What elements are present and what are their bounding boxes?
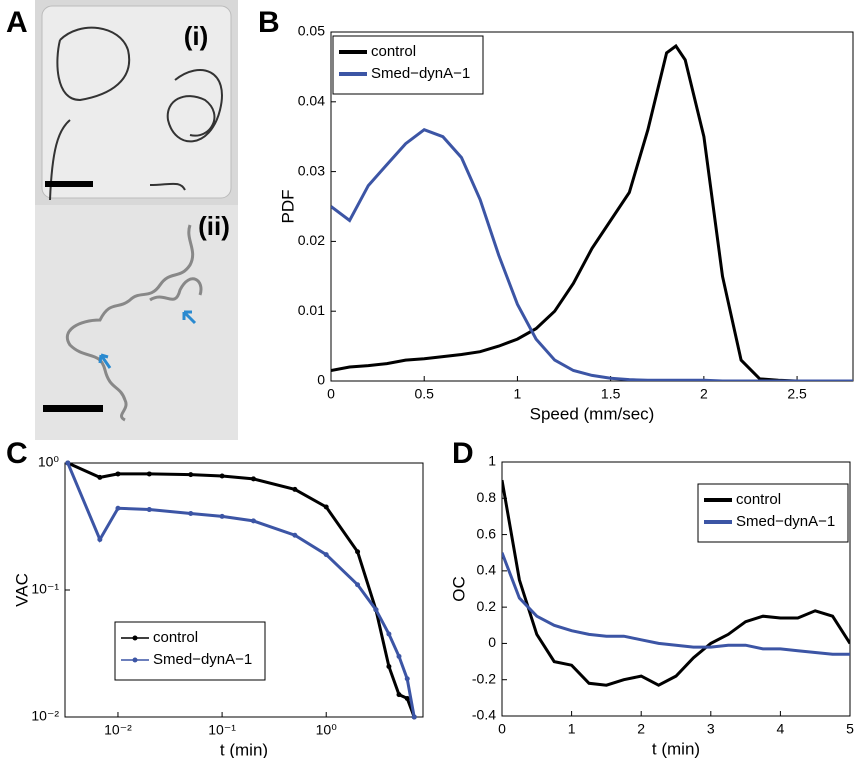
x-tick-label: 0: [498, 721, 506, 737]
panel-a-images: A (i) (ii): [6, 0, 238, 440]
x-axis-label: t (min): [652, 739, 700, 758]
x-tick-label: 2: [700, 386, 708, 402]
legend-label: control: [371, 43, 416, 60]
y-tick-label: 0.03: [298, 162, 325, 178]
arrow: [98, 310, 197, 369]
point: [115, 471, 121, 477]
track-i: [49, 26, 223, 201]
legend-box: [114, 621, 266, 681]
legend-box: [332, 35, 484, 95]
legend-label: Smed−dynA−1: [153, 651, 252, 668]
y-tick-label: -0.2: [472, 670, 496, 686]
y-tick-label: 10⁻¹: [31, 581, 59, 597]
point: [146, 507, 152, 513]
point: [373, 607, 379, 613]
point: [97, 474, 103, 480]
legend-label: control: [153, 629, 198, 646]
point: [219, 473, 225, 479]
y-tick-label: 0.4: [477, 562, 497, 578]
y-tick-label: 0.8: [477, 489, 497, 505]
point: [146, 471, 152, 477]
y-tick-label: -0.4: [472, 707, 496, 723]
point: [188, 472, 194, 478]
image-ii: [35, 205, 238, 440]
point: [292, 532, 298, 538]
legend-marker: [132, 635, 138, 641]
panel-label: C: [6, 437, 28, 470]
point: [404, 676, 410, 682]
track-ii: [66, 224, 203, 422]
x-tick-label: 10⁻²: [104, 722, 132, 738]
x-tick-label: 0: [327, 386, 335, 402]
x-tick-label: 5: [846, 721, 854, 737]
x-tick-label: 1: [514, 386, 522, 402]
y-tick-label: 0.02: [298, 232, 325, 248]
y-axis-label: PDF: [278, 190, 297, 224]
y-tick-label: 10⁰: [38, 454, 60, 470]
x-tick-label: 2: [637, 721, 645, 737]
point: [411, 714, 417, 720]
point: [250, 518, 256, 524]
dish: [41, 5, 232, 199]
x-axis-label: Speed (mm/sec): [530, 404, 655, 423]
panel-label: D: [452, 437, 474, 470]
point: [396, 653, 402, 659]
x-tick-label: 1.5: [601, 386, 621, 402]
x-axis-label: t (min): [220, 740, 268, 758]
x-tick-label: 10⁻¹: [208, 722, 236, 738]
point: [65, 460, 71, 466]
y-tick-label: 0: [488, 634, 496, 650]
point: [97, 536, 103, 542]
image-label: (ii): [198, 211, 230, 241]
y-tick-label: 0.04: [298, 93, 325, 109]
point: [115, 505, 121, 511]
point: [404, 695, 410, 701]
scale-bar: [43, 405, 103, 412]
x-tick-label: 2.5: [787, 386, 807, 402]
legend-label: control: [736, 491, 781, 508]
y-tick-label: 0.05: [298, 23, 325, 39]
line: [502, 552, 850, 656]
point: [250, 476, 256, 482]
legend-box: [697, 483, 849, 543]
panel-label: A: [6, 6, 28, 39]
line: [331, 43, 853, 381]
panel-label: B: [258, 6, 280, 39]
point: [323, 552, 329, 558]
y-tick-label: 0.6: [477, 525, 497, 541]
point: [355, 582, 361, 588]
x-tick-label: 4: [777, 721, 785, 737]
scale-bar: [45, 181, 93, 187]
point: [323, 504, 329, 510]
point: [386, 663, 392, 669]
y-axis-label: OC: [449, 576, 468, 602]
x-tick-label: 10⁰: [316, 722, 338, 738]
legend-label: Smed−dynA−1: [371, 65, 470, 82]
legend-marker: [132, 657, 138, 663]
point: [386, 631, 392, 637]
line: [331, 128, 853, 381]
y-tick-label: 0.2: [477, 598, 497, 614]
axes-box: [501, 461, 851, 717]
point: [355, 549, 361, 555]
y-tick-label: 0: [317, 372, 325, 388]
line: [502, 479, 850, 687]
y-axis-label: VAC: [12, 573, 31, 607]
x-tick-label: 1: [568, 721, 576, 737]
legend-label: Smed−dynA−1: [736, 513, 835, 530]
point: [396, 692, 402, 698]
y-tick-label: 10⁻²: [31, 708, 59, 724]
y-tick-label: 0.01: [298, 302, 325, 318]
x-tick-label: 3: [707, 721, 715, 737]
point: [188, 511, 194, 517]
y-tick-label: 1: [488, 453, 496, 469]
point: [219, 513, 225, 519]
x-tick-label: 0.5: [414, 386, 434, 402]
image-label: (i): [184, 21, 209, 51]
point: [292, 486, 298, 492]
